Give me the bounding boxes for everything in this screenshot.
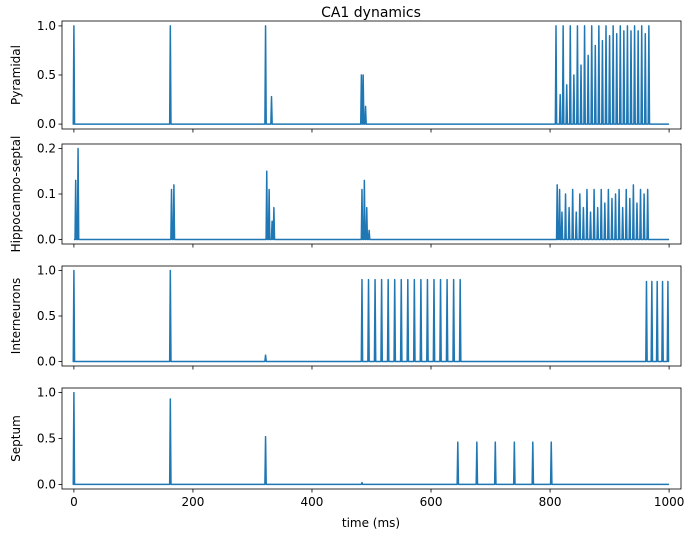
y-axis-label: Interneurons xyxy=(9,278,23,354)
x-tick-label: 200 xyxy=(181,495,204,509)
x-axis-label: time (ms) xyxy=(342,516,400,530)
axes-frame xyxy=(61,265,682,367)
axes-frame xyxy=(61,387,682,490)
trace-line xyxy=(72,25,670,125)
x-tick-label: 400 xyxy=(301,495,324,509)
x-tick-label: 600 xyxy=(420,495,443,509)
y-tick-label: 0.5 xyxy=(37,432,56,446)
trace-line xyxy=(72,269,670,363)
y-tick-label: 0.0 xyxy=(37,117,56,131)
y-tick-label: 0.0 xyxy=(37,232,56,246)
trace-line xyxy=(72,391,670,486)
y-tick-label: 0.2 xyxy=(37,142,56,156)
y-axis-label: Septum xyxy=(9,415,23,462)
y-tick-label: 1.0 xyxy=(37,19,56,33)
y-tick-label: 0.0 xyxy=(37,477,56,491)
panel-2: 0.0 0.1 0.2 Hippocampo-septal xyxy=(9,136,682,253)
y-tick-label: 0.0 xyxy=(37,354,56,368)
x-tick-label: 1000 xyxy=(654,495,685,509)
y-tick-label: 0.1 xyxy=(37,187,56,201)
panels-group: 0.0 0.5 1.0 Pyramidal 0.0 0.1 0.2 Hippocampo-se… xyxy=(9,19,684,509)
chart-title: CA1 dynamics xyxy=(321,5,421,21)
y-axis-label: Hippocampo-septal xyxy=(9,136,23,253)
panel-1: 0.0 0.5 1.0 Pyramidal xyxy=(9,19,682,133)
y-tick-label: 1.0 xyxy=(37,386,56,400)
panel-4: 0.0 0.5 1.0 0 200 400 600 800 1000 Septum xyxy=(9,386,684,509)
trace-line xyxy=(73,147,670,241)
x-tick-label: 0 xyxy=(70,495,78,509)
x-tick-label: 800 xyxy=(539,495,562,509)
y-tick-label: 0.5 xyxy=(37,68,56,82)
y-tick-label: 1.0 xyxy=(37,264,56,278)
y-axis-label: Pyramidal xyxy=(9,45,23,105)
panel-3: 0.0 0.5 1.0 Interneurons xyxy=(9,264,682,370)
y-tick-label: 0.5 xyxy=(37,309,56,323)
